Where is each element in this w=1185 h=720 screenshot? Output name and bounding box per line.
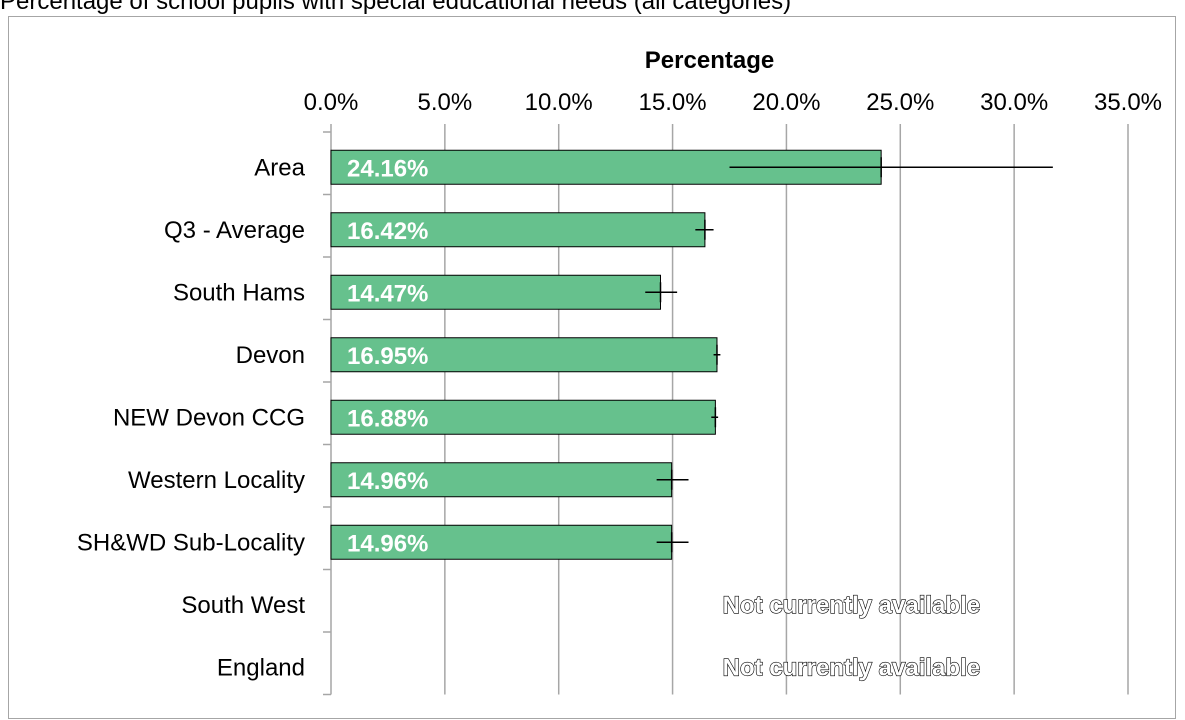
data-label: 16.88% xyxy=(347,405,428,432)
x-tick-label: 35.0% xyxy=(1094,89,1162,116)
x-tick-label: 25.0% xyxy=(866,89,934,116)
category-label: NEW Devon CCG xyxy=(113,404,305,431)
x-tick-label: 30.0% xyxy=(980,89,1048,116)
x-tick-label: 0.0% xyxy=(304,89,359,116)
x-tick-label: 15.0% xyxy=(639,89,707,116)
category-label: South Hams xyxy=(173,279,305,306)
x-tick-label: 10.0% xyxy=(525,89,593,116)
bar xyxy=(330,274,662,310)
data-label: 24.16% xyxy=(347,155,428,182)
data-label: 14.96% xyxy=(347,530,428,557)
category-label: Q3 - Average xyxy=(164,217,305,244)
bar xyxy=(330,462,673,498)
category-label: South West xyxy=(181,592,305,619)
category-label: SH&WD Sub-Locality xyxy=(77,529,305,556)
category-label: Western Locality xyxy=(128,467,305,494)
chart-title: Percentage of school pupils with special… xyxy=(0,0,792,15)
data-label: 16.42% xyxy=(347,218,428,245)
category-label: Devon xyxy=(236,342,305,369)
bar xyxy=(330,524,673,560)
bar xyxy=(330,399,716,435)
not-available-label: Not currently available xyxy=(723,592,980,619)
category-label: Area xyxy=(254,154,305,181)
x-tick-label: 5.0% xyxy=(418,89,473,116)
data-label: 14.96% xyxy=(347,468,428,495)
data-label: 14.47% xyxy=(347,280,428,307)
x-tick-label: 20.0% xyxy=(752,89,820,116)
category-label: England xyxy=(217,654,305,681)
bar xyxy=(330,337,718,373)
x-axis-title: Percentage xyxy=(645,47,774,74)
bar xyxy=(330,212,706,248)
data-label: 16.95% xyxy=(347,343,428,370)
not-available-label: Not currently available xyxy=(723,654,980,681)
